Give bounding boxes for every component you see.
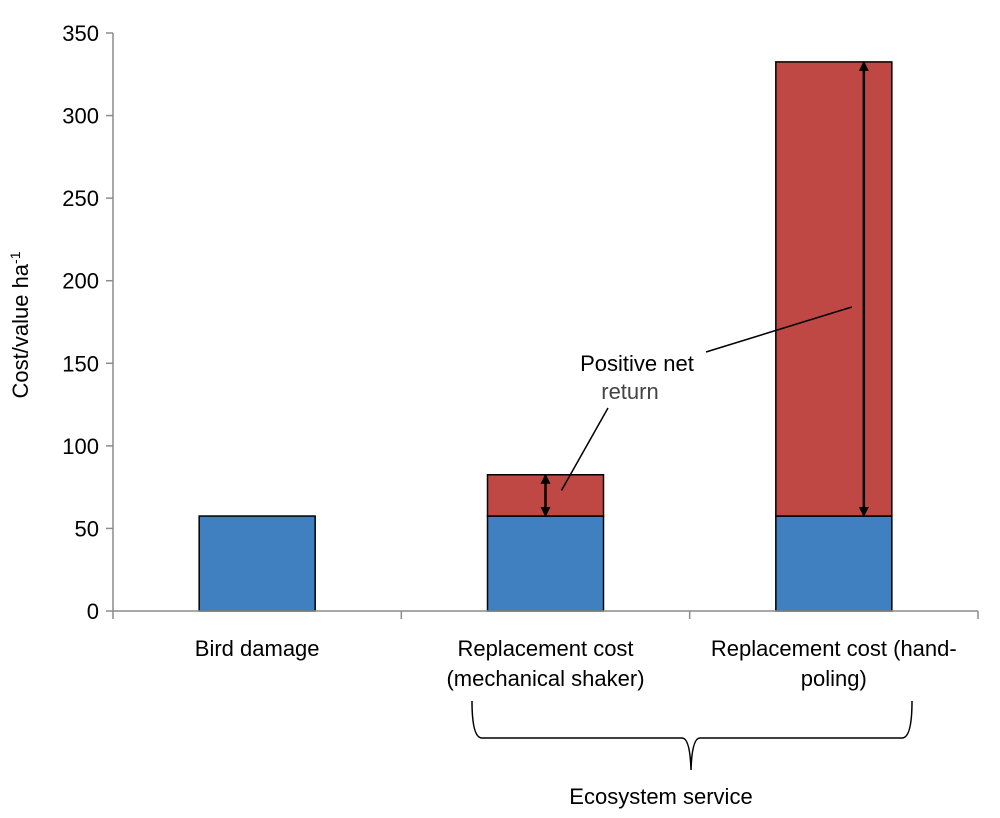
annotation-leader-2 [705, 306, 853, 353]
bar-segment-2-1 [486, 515, 605, 612]
bar-segment-3-1 [775, 515, 893, 612]
y-tick-label-0: 0 [87, 599, 99, 624]
annotation-layer [540, 60, 869, 518]
annotation-line-1: Positive net [580, 351, 694, 376]
bar-segment-1-1 [198, 515, 316, 612]
annotation-line-2: return [601, 379, 658, 404]
y-tick-label-100: 100 [62, 434, 99, 459]
bar-segment-3-2 [775, 61, 893, 517]
y-tick-label-150: 150 [62, 351, 99, 376]
y-tick-label-250: 250 [62, 186, 99, 211]
y-axis-label: Cost/value ha-1 [7, 251, 33, 398]
axis-layer: 0 50 100 150 200 250 300 350 Bird damage Replacem… [62, 21, 979, 691]
y-tick-label-50: 50 [75, 516, 99, 541]
category-label-1-line-1: Bird damage [195, 636, 320, 661]
category-label-3-line-1: Replacement cost (hand- [711, 636, 957, 661]
y-tick-label-350: 350 [62, 21, 99, 46]
category-label-3-line-2: poling) [801, 666, 867, 691]
annotation-leader-1 [560, 407, 609, 491]
y-axis-label-superscript: -1 [7, 251, 23, 264]
category-label-2-line-1: Replacement cost [457, 636, 633, 661]
ecosystem-service-brace [471, 700, 913, 771]
bars-layer [198, 61, 893, 612]
y-axis-label-main: Cost/value ha [8, 263, 33, 398]
y-tick-label-200: 200 [62, 269, 99, 294]
category-label-2-line-2: (mechanical shaker) [446, 666, 644, 691]
ecosystem-service-label: Ecosystem service [569, 784, 752, 809]
y-tick-label-300: 300 [62, 104, 99, 129]
